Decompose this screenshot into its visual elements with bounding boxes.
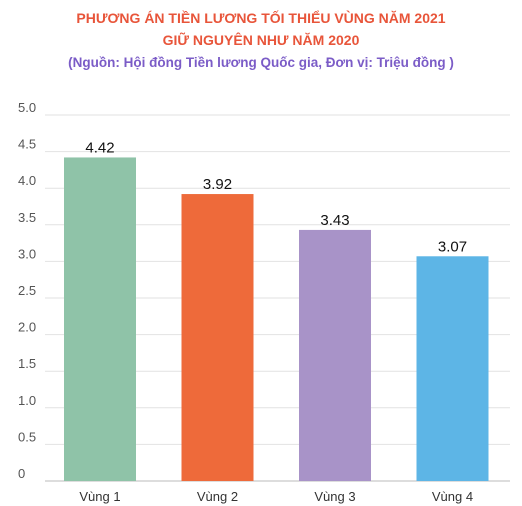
x-axis-categories: Vùng 1 Vùng 2 Vùng 3 Vùng 4	[79, 489, 473, 504]
y-tick-label: 4.0	[18, 173, 36, 188]
bars	[64, 157, 489, 481]
y-tick-label: 1.0	[18, 393, 36, 408]
data-label: 3.07	[438, 238, 467, 255]
y-tick-label: 2.0	[18, 320, 36, 335]
y-tick-label: 0.5	[18, 429, 36, 444]
chart-source-note: (Nguồn: Hội đồng Tiền lương Quốc gia, Đơ…	[68, 55, 454, 70]
y-tick-label: 1.5	[18, 356, 36, 371]
data-label: 3.92	[203, 176, 232, 193]
bar	[416, 256, 489, 481]
category-label: Vùng 1	[79, 489, 120, 504]
category-label: Vùng 2	[197, 489, 238, 504]
y-axis-ticks: 0 0.5 1.0 1.5 2.0 2.5 3.0 3.5 4.0 4.5 5.0	[18, 100, 36, 481]
data-labels: 4.42 3.92 3.43 3.07	[85, 139, 467, 255]
data-label: 3.43	[320, 212, 349, 229]
bar	[64, 157, 136, 481]
category-label: Vùng 3	[314, 489, 355, 504]
data-label: 4.42	[85, 139, 114, 156]
y-tick-label: 3.0	[18, 246, 36, 261]
y-tick-label: 5.0	[18, 100, 36, 115]
bar	[299, 229, 371, 481]
y-tick-label: 3.5	[18, 210, 36, 225]
category-label: Vùng 4	[432, 489, 473, 504]
chart-title-line2: GIỮ NGUYÊN NHƯ NĂM 2020	[162, 32, 360, 48]
y-tick-label: 2.5	[18, 283, 36, 298]
y-tick-label: 0	[18, 466, 25, 481]
bar	[181, 194, 254, 481]
chart-title-line1: PHƯƠNG ÁN TIỀN LƯƠNG TỐI THIỂU VÙNG NĂM …	[76, 10, 446, 26]
y-tick-label: 4.5	[18, 137, 36, 152]
